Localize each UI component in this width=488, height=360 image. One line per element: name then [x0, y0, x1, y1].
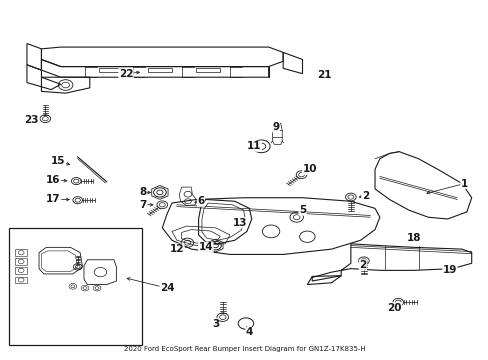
Text: 8: 8	[139, 188, 146, 197]
Text: 21: 21	[316, 71, 331, 80]
Bar	[15, 267, 27, 274]
Text: 16: 16	[46, 175, 61, 185]
Text: 22: 22	[119, 69, 133, 79]
Text: 19: 19	[442, 265, 456, 275]
Text: 7: 7	[139, 200, 146, 210]
Text: 4: 4	[245, 327, 252, 337]
Text: 23: 23	[24, 115, 39, 125]
Text: 17: 17	[46, 194, 61, 204]
Bar	[15, 258, 27, 265]
Bar	[9, 228, 141, 345]
Text: 14: 14	[198, 242, 213, 252]
Text: 5: 5	[298, 205, 305, 215]
Text: 13: 13	[232, 217, 246, 228]
Text: 15: 15	[51, 156, 65, 166]
Text: 2020 Ford EcoSport Rear Bumper Insert Diagram for GN1Z-17K835-H: 2020 Ford EcoSport Rear Bumper Insert Di…	[123, 346, 365, 352]
Text: 2: 2	[359, 260, 366, 270]
Text: 20: 20	[386, 303, 401, 312]
Text: 9: 9	[272, 122, 279, 132]
Bar	[15, 277, 27, 283]
Text: 3: 3	[211, 319, 219, 329]
Text: 18: 18	[406, 234, 420, 243]
Text: 6: 6	[197, 196, 204, 206]
Text: 11: 11	[246, 141, 261, 151]
Text: 24: 24	[160, 283, 174, 293]
Text: 2: 2	[361, 191, 368, 201]
Bar	[15, 249, 27, 256]
Text: 1: 1	[460, 179, 467, 189]
Text: 12: 12	[169, 244, 183, 254]
Text: 10: 10	[302, 165, 316, 174]
